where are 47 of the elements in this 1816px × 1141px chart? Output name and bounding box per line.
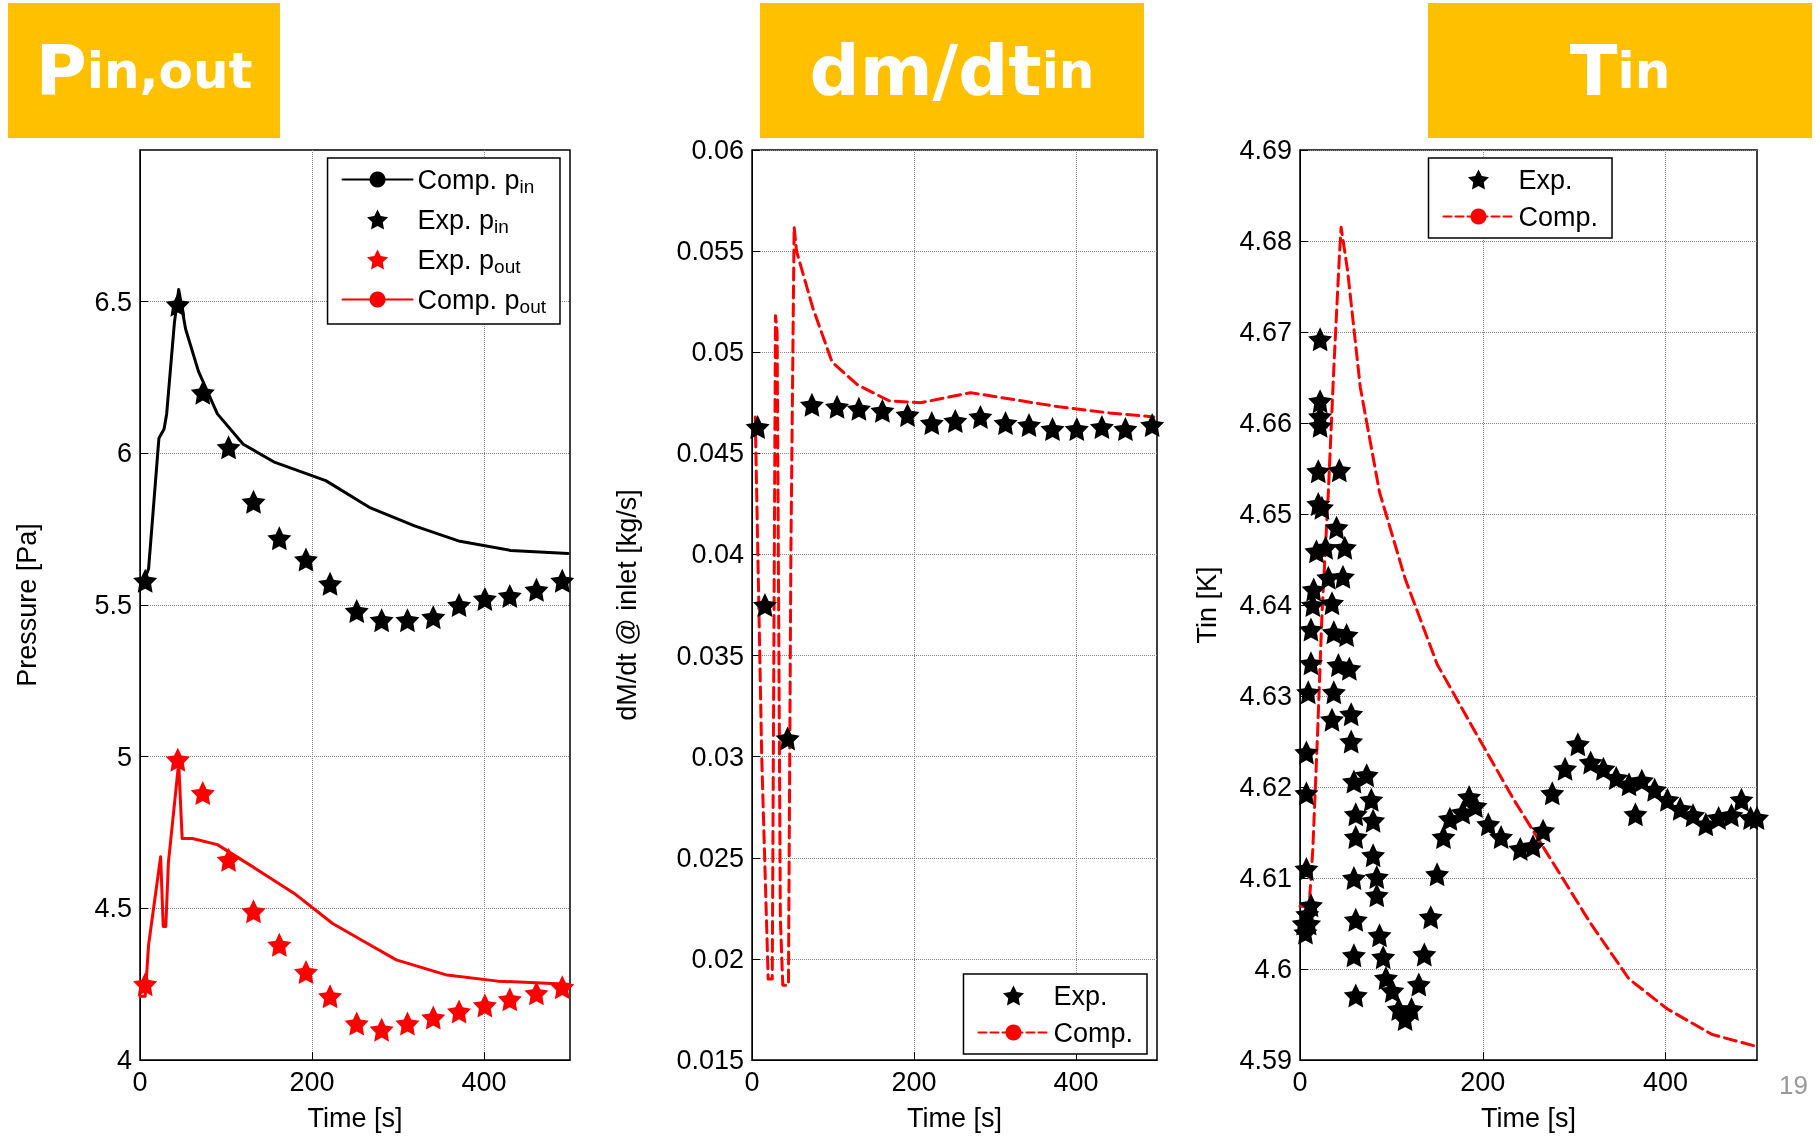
text: 19 <box>1779 1070 1808 1101</box>
x-tick-label: 400 <box>1053 1066 1099 1097</box>
y-tick-label: 4.68 <box>1239 226 1292 256</box>
y-tick-label: 0.015 <box>676 1045 744 1075</box>
y-axis-title: Pressure [Pa] <box>11 523 42 687</box>
x-tick-label: 400 <box>1643 1066 1689 1097</box>
y-tick-label: 4.69 <box>1239 135 1292 165</box>
y-tick-label: 0.045 <box>676 438 744 469</box>
y-tick-label: 4.6 <box>1254 954 1292 984</box>
y-tick-label: 4.63 <box>1239 681 1292 711</box>
legend-label: Comp. <box>1053 1017 1134 1048</box>
y-tick-label: 6.5 <box>94 286 132 317</box>
y-tick-label: 0.06 <box>691 135 744 165</box>
x-axis-title: Time [s] <box>906 1102 1003 1133</box>
y-tick-label: 6 <box>116 438 132 469</box>
x-tick-label: 0 <box>1292 1066 1308 1097</box>
y-tick-label: 0.02 <box>691 943 744 974</box>
y-axis-title: Tin [K] <box>1191 566 1222 644</box>
y-tick-label: 4 <box>116 1045 132 1075</box>
y-tick-label: 0.055 <box>676 236 744 267</box>
y-tick-label: 4.67 <box>1239 317 1292 347</box>
legend-label: Exp. <box>1518 164 1573 195</box>
x-tick-label: 0 <box>132 1066 148 1097</box>
x-axis-title: Time [s] <box>1480 1102 1577 1133</box>
y-tick-label: 0.03 <box>691 741 744 772</box>
y-axis-title: dM/dt @ inlet [kg/s] <box>611 489 642 721</box>
x-tick-label: 200 <box>891 1066 937 1097</box>
legend-label: Comp. <box>1518 201 1599 232</box>
legend-label: Exp. <box>1053 980 1108 1011</box>
x-tick-label: 0 <box>744 1066 760 1097</box>
y-tick-label: 0.025 <box>676 842 744 873</box>
y-tick-label: 0.04 <box>691 539 744 570</box>
y-tick-label: 4.61 <box>1239 863 1292 893</box>
y-tick-label: 0.035 <box>676 640 744 671</box>
y-tick-label: 4.62 <box>1239 772 1292 802</box>
y-tick-label: 5.5 <box>94 590 132 620</box>
y-tick-label: 5 <box>116 741 132 772</box>
x-axis-title: Time [s] <box>307 1102 403 1133</box>
x-tick-label: 200 <box>1460 1066 1506 1097</box>
x-tick-label: 400 <box>461 1066 507 1097</box>
y-tick-label: 0.05 <box>691 337 744 368</box>
y-tick-label: 4.5 <box>94 893 132 924</box>
y-tick-label: 4.65 <box>1239 499 1292 529</box>
x-tick-label: 200 <box>289 1066 335 1097</box>
y-tick-label: 4.64 <box>1239 590 1292 620</box>
y-tick-label: 4.66 <box>1239 408 1292 438</box>
y-tick-label: 4.59 <box>1239 1045 1292 1075</box>
